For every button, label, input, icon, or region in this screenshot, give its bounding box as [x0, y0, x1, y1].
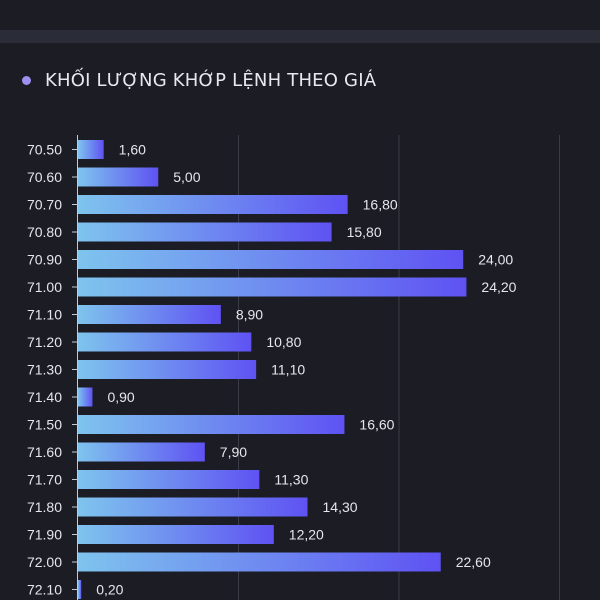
bar-value-label: 24,20 [481, 279, 516, 295]
y-tick-label: 71.50 [27, 417, 62, 433]
bar[interactable] [78, 140, 104, 159]
y-tick-label: 72.00 [27, 554, 62, 570]
bar[interactable] [78, 222, 332, 242]
y-tick-label: 71.80 [27, 499, 62, 515]
bar[interactable] [78, 250, 464, 269]
bar[interactable] [78, 415, 345, 434]
y-tick-label: 71.00 [27, 279, 62, 295]
bar-value-label: 24,00 [478, 252, 513, 268]
chart-title: KHỐI LƯỢNG KHỚP LỆNH THEO GIÁ [45, 69, 377, 91]
bar[interactable] [78, 167, 159, 187]
bar[interactable] [78, 305, 221, 324]
y-tick-label: 70.60 [27, 169, 62, 185]
section-header: KHỐI LƯỢNG KHỚP LỆNH THEO GIÁ [22, 66, 376, 94]
bullet-dot-icon [22, 75, 31, 85]
bar-value-label: 1,60 [119, 142, 146, 158]
bar-value-label: 16,80 [363, 197, 398, 213]
bar[interactable] [78, 580, 82, 599]
bar-value-label: 8,90 [236, 307, 263, 323]
bar-value-label: 15,80 [347, 224, 382, 240]
bar[interactable] [78, 195, 348, 214]
y-tick-label: 71.30 [27, 362, 62, 378]
bar[interactable] [78, 497, 308, 517]
bar-value-label: 11,10 [271, 362, 305, 378]
bar[interactable] [78, 525, 274, 544]
bar[interactable] [78, 277, 467, 297]
y-tick-label: 72.10 [27, 582, 62, 598]
bar-value-label: 22,60 [456, 554, 491, 570]
y-tick-label: 70.80 [27, 224, 62, 240]
bar-value-label: 11,30 [274, 472, 308, 488]
bar-value-label: 5,00 [173, 169, 200, 185]
bar[interactable] [78, 387, 93, 407]
y-tick-label: 70.70 [27, 197, 62, 213]
bar-value-label: 0,20 [96, 582, 123, 598]
y-tick-label: 71.20 [27, 334, 62, 350]
bar[interactable] [78, 470, 260, 489]
bar-value-label: 16,60 [359, 417, 394, 433]
bar-value-label: 12,20 [289, 527, 324, 543]
y-tick-label: 70.90 [27, 252, 62, 268]
y-tick-label: 71.10 [27, 307, 62, 323]
y-tick-label: 71.40 [27, 389, 62, 405]
bar[interactable] [78, 360, 257, 379]
bar[interactable] [78, 442, 205, 462]
y-tick-label: 70.50 [27, 142, 62, 158]
top-bar [0, 30, 600, 43]
bar-value-label: 7,90 [220, 444, 247, 460]
bar-value-label: 0,90 [107, 389, 134, 405]
y-tick-label: 71.60 [27, 444, 62, 460]
bar[interactable] [78, 332, 252, 352]
y-tick-label: 71.90 [27, 527, 62, 543]
bars: 70.50 1,60 70.60 5,00 70.70 16,80 70.80 15,80 70… [27, 140, 517, 599]
bar-value-label: 10,80 [266, 334, 301, 350]
bar-value-label: 14,30 [323, 499, 358, 515]
y-tick-label: 71.70 [27, 472, 62, 488]
bar[interactable] [78, 552, 441, 572]
